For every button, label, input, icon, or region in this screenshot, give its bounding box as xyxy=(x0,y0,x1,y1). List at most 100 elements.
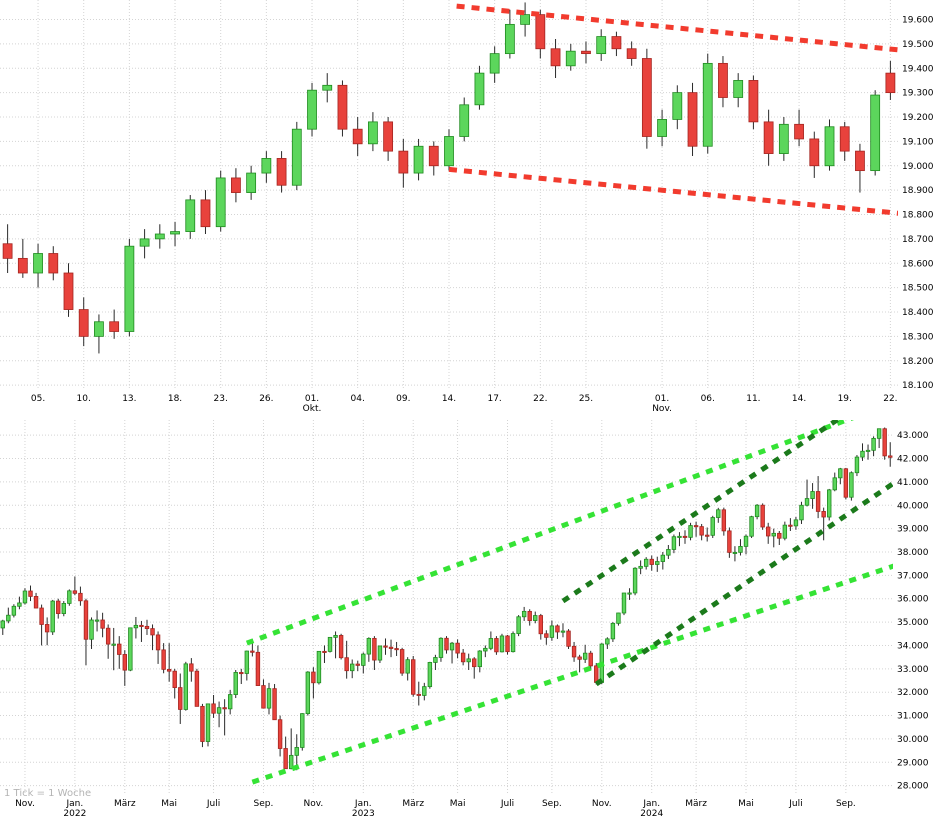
candle-up xyxy=(672,92,683,120)
daily-chart-svg: 19.60019.50019.40019.30019.20019.10019.0… xyxy=(0,0,934,414)
x-axis-label: Jan. xyxy=(66,799,84,809)
candle-up xyxy=(244,650,250,674)
y-axis-label: 18.400 xyxy=(902,308,934,318)
candle-up xyxy=(50,600,55,633)
candle-up xyxy=(870,94,881,172)
candle-down xyxy=(855,150,865,172)
x-axis-label: 06. xyxy=(701,394,715,404)
candle-up xyxy=(616,612,621,624)
candle-down xyxy=(383,121,394,152)
candle-up xyxy=(246,172,257,193)
candle-down xyxy=(39,607,44,625)
candle-down xyxy=(839,126,850,152)
candle-down xyxy=(538,615,543,635)
candle-down xyxy=(144,625,150,630)
candle-down xyxy=(150,628,155,636)
candle-down xyxy=(189,663,194,672)
tick-interval-note: 1 Tick = 1 Woche xyxy=(4,788,92,799)
x-axis-label: Juli xyxy=(206,799,220,809)
candle-down xyxy=(83,600,89,640)
y-axis-label: 19.500 xyxy=(902,40,934,50)
candle-up xyxy=(596,36,607,55)
candle-up xyxy=(657,119,667,137)
candle-down xyxy=(250,650,255,653)
candle-down xyxy=(117,643,122,655)
candle-down xyxy=(626,48,637,59)
x-axis-label: Nov. xyxy=(652,404,672,414)
daily-candlestick-chart: 19.600 19.500 19.400 19.300 19.200 19.100 19.0… xyxy=(0,0,934,414)
candle-down xyxy=(505,635,510,653)
candle-down xyxy=(161,649,166,670)
y-axis-label: 32.000 xyxy=(897,688,929,698)
candle-up xyxy=(413,145,424,174)
y-axis-label: 31.000 xyxy=(897,712,929,722)
x-axis-label: 19. xyxy=(838,394,852,404)
x-axis-label: 14. xyxy=(442,394,456,404)
candle-down xyxy=(2,243,13,259)
candle-down xyxy=(283,748,288,770)
candle-up xyxy=(876,428,882,439)
candle-down xyxy=(311,671,316,684)
candle-down xyxy=(100,619,105,629)
candle-down xyxy=(122,654,127,671)
candle-down xyxy=(372,637,377,661)
y-axis-label: 36.000 xyxy=(897,595,929,605)
candle-up xyxy=(133,624,139,629)
candle-down xyxy=(760,504,765,528)
y-axis-label: 19.300 xyxy=(902,89,934,99)
candle-down xyxy=(577,656,582,660)
candle-up xyxy=(738,546,743,553)
candle-up xyxy=(305,671,311,715)
candle-down xyxy=(494,638,499,653)
candle-up xyxy=(749,516,754,537)
candle-up xyxy=(732,551,738,554)
candle-down xyxy=(383,645,388,648)
candle-up xyxy=(643,558,649,567)
x-axis-label: Sep. xyxy=(254,799,274,809)
x-axis-label: 22. xyxy=(533,394,547,404)
y-axis-label: 18.900 xyxy=(902,186,934,196)
candle-up xyxy=(433,657,438,663)
candle-down xyxy=(777,532,782,539)
candle-down xyxy=(109,321,120,332)
candle-up xyxy=(702,62,713,147)
candle-down xyxy=(550,48,561,67)
candle-up xyxy=(521,610,527,618)
candle-up xyxy=(520,14,531,25)
candle-down xyxy=(821,511,826,518)
candle-up xyxy=(33,253,43,274)
x-axis-label: 14. xyxy=(792,394,806,404)
y-axis-label: 43.000 xyxy=(897,431,929,441)
y-axis-label: 38.000 xyxy=(897,548,929,558)
candle-up xyxy=(771,532,776,537)
candle-up xyxy=(61,603,66,614)
candle-up xyxy=(804,498,810,506)
candle-down xyxy=(276,158,287,186)
candle-up xyxy=(474,72,485,106)
y-axis-label: 29.000 xyxy=(897,758,929,768)
trendline-lower-support-red xyxy=(448,166,898,216)
candle-down xyxy=(344,657,349,672)
candle-up xyxy=(288,754,294,770)
candle-up xyxy=(466,658,471,663)
candle-up xyxy=(871,437,876,451)
candle-up xyxy=(22,590,28,604)
y-axis-label: 41.000 xyxy=(897,478,929,488)
candle-down xyxy=(641,58,652,137)
candle-up xyxy=(793,519,799,527)
candle-up xyxy=(89,619,94,640)
x-axis-label: Sep. xyxy=(836,799,856,809)
candle-up xyxy=(660,554,666,562)
candle-up xyxy=(0,620,5,629)
candle-up xyxy=(261,158,272,174)
x-axis-label: 2023 xyxy=(352,809,375,819)
candle-up xyxy=(782,524,788,539)
y-axis-label: 34.000 xyxy=(897,641,929,651)
weekly-chart-svg: 43.000 42.000 41.000 40.000 39.000 38.000 37.0… xyxy=(0,420,929,819)
candle-down xyxy=(178,687,183,710)
candle-up xyxy=(827,489,832,518)
candle-up xyxy=(333,635,338,638)
x-axis-label: 2022 xyxy=(63,809,86,819)
candle-down xyxy=(231,177,241,193)
y-axis-label: 30.000 xyxy=(897,735,929,745)
